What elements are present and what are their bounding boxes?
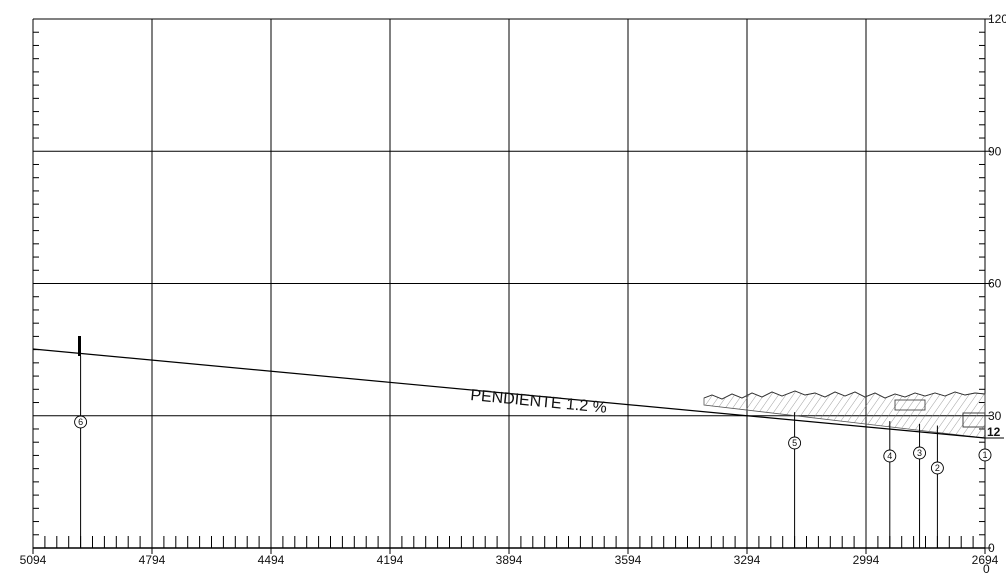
vertical-gridlines — [151, 19, 867, 548]
y-axis-label: 120 — [988, 12, 1006, 26]
marker-circle — [74, 415, 88, 429]
reference-12-label: 12 — [987, 425, 1001, 439]
start-post — [78, 336, 81, 356]
x-axis-label: 3594 — [615, 553, 642, 567]
marker-circle — [978, 448, 992, 462]
marker-circle — [913, 446, 926, 460]
slope-label: PENDIENTE 1.2 % — [470, 387, 608, 417]
right-minor-ticks — [979, 18, 991, 549]
x-axis-label: 4494 — [258, 553, 285, 567]
terrain-hatch — [703, 390, 986, 439]
x-axis-label: 5094 — [20, 553, 47, 567]
y-axis-label: 90 — [988, 144, 1002, 158]
marker-label: 5 — [792, 438, 797, 448]
marker-circle — [883, 449, 897, 463]
terrain-outline — [703, 390, 986, 400]
marker-circle — [788, 436, 802, 450]
x-axis-label: 4194 — [377, 553, 404, 567]
station-markers: 1 2 3 4 5 6 — [74, 356, 992, 548]
marker-label: 4 — [887, 451, 892, 461]
marker-label: 2 — [935, 463, 940, 473]
y-axis-label: 30 — [988, 409, 1002, 423]
x-axis-label: 4794 — [139, 553, 166, 567]
x-axis-label: 3294 — [734, 553, 761, 567]
structure-box-small — [894, 399, 926, 411]
y-axis-label: 60 — [988, 277, 1002, 291]
x-axis-label: 3894 — [496, 553, 523, 567]
x-axis-sublabel: 0 — [983, 562, 990, 576]
structure-box — [962, 412, 986, 428]
slope-line — [32, 348, 986, 439]
x-axis-label: 2994 — [853, 553, 880, 567]
x-axis-label: 2694 — [972, 553, 999, 567]
marker-circle — [930, 461, 944, 475]
y-axis-label: 0 — [988, 541, 995, 555]
y-axis-labels: 120 90 60 30 0 — [988, 12, 1006, 555]
marker-label: 6 — [78, 417, 83, 427]
bottom-minor-ticks — [32, 536, 986, 554]
marker-label: 1 — [982, 450, 987, 460]
x-axis-labels: 5094 4794 4494 4194 3894 3594 3294 2994 2694 — [20, 553, 999, 567]
left-minor-ticks — [33, 31, 39, 536]
marker-label: 3 — [917, 448, 922, 458]
